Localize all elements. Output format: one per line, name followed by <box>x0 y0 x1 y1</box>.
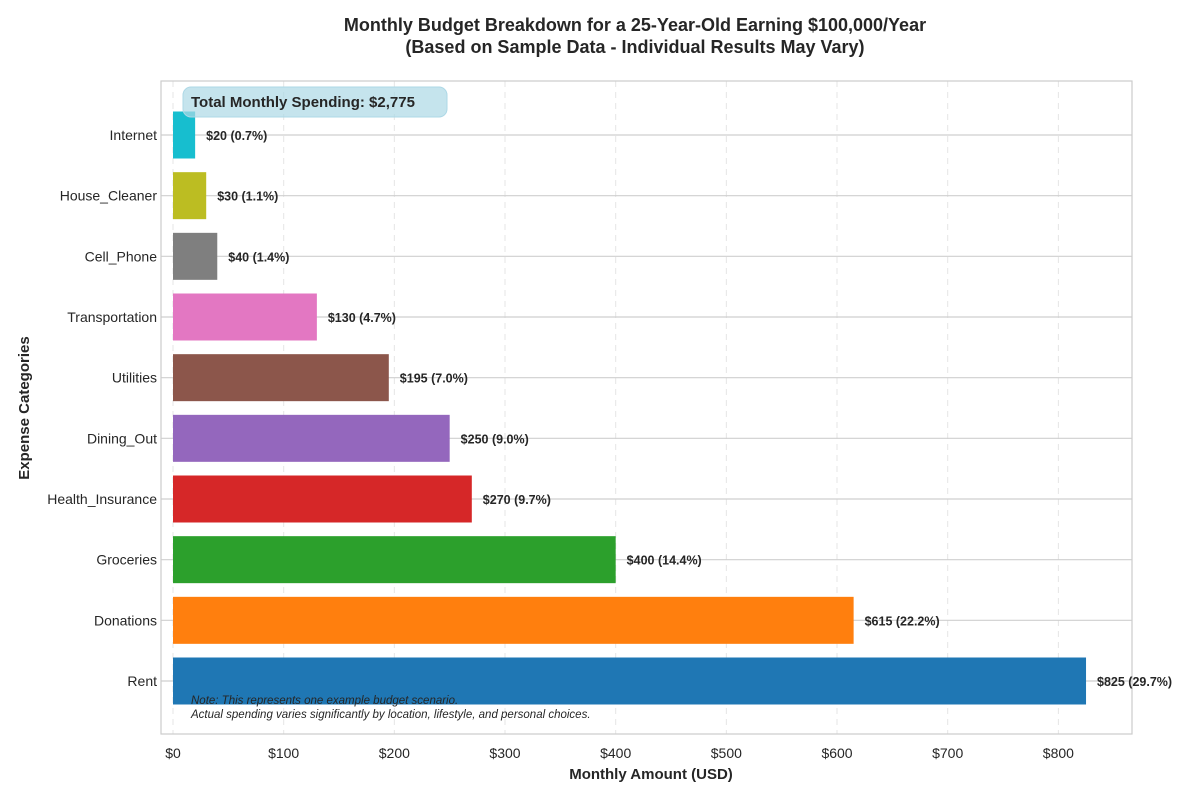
note-line-1: Note: This represents one example budget… <box>191 695 458 707</box>
y-tick-label: Utilities <box>112 370 157 386</box>
bar-dining-out <box>173 414 450 462</box>
total-annotation: Total Monthly Spending: $2,775 <box>182 86 448 118</box>
bar-donations <box>173 596 854 644</box>
x-tick-label: $700 <box>932 745 963 761</box>
bar-health-insurance <box>173 475 472 523</box>
y-tick-label: Rent <box>127 673 157 689</box>
total-annotation-text: Total Monthly Spending: $2,775 <box>191 94 415 111</box>
y-tick-label: Cell_Phone <box>85 248 158 264</box>
data-label: $40 (1.4%) <box>228 250 289 264</box>
chart-title: Monthly Budget Breakdown for a 25-Year-O… <box>343 15 927 35</box>
data-label: $30 (1.1%) <box>217 190 278 204</box>
data-label: $130 (4.7%) <box>328 311 396 325</box>
bar-utilities <box>173 354 389 402</box>
chart-subtitle: (Based on Sample Data - Individual Resul… <box>405 37 865 57</box>
note-line-2: Actual spending varies significantly by … <box>190 709 591 721</box>
bar-house-cleaner <box>173 172 207 220</box>
x-tick-label: $400 <box>600 745 631 761</box>
y-axis-label: Expense Categories <box>16 336 33 479</box>
data-label: $195 (7.0%) <box>400 372 468 386</box>
x-tick-label: $600 <box>821 745 852 761</box>
x-axis-label: Monthly Amount (USD) <box>569 766 733 783</box>
data-label: $270 (9.7%) <box>483 493 551 507</box>
bar-transportation <box>173 293 317 341</box>
bar-groceries <box>173 536 616 584</box>
data-label: $400 (14.4%) <box>627 554 702 568</box>
axis-ticks: Rent Donations Groceries Health_Insurance Di… <box>47 127 1074 761</box>
x-tick-label: $300 <box>489 745 520 761</box>
bar-internet <box>173 111 196 159</box>
data-label: $615 (22.2%) <box>865 614 940 628</box>
x-tick-label: $0 <box>165 745 181 761</box>
x-tick-label: $800 <box>1043 745 1074 761</box>
x-tick-label: $500 <box>711 745 742 761</box>
y-tick-label: Health_Insurance <box>47 491 157 507</box>
y-tick-label: Dining_Out <box>87 430 157 446</box>
data-label: $250 (9.0%) <box>461 432 529 446</box>
data-label: $20 (0.7%) <box>206 129 267 143</box>
total-annotation-box <box>182 86 448 118</box>
data-label: $825 (29.7%) <box>1097 675 1172 689</box>
x-tick-label: $100 <box>268 745 299 761</box>
y-tick-label: Internet <box>110 127 158 143</box>
bar-rent <box>173 657 1087 705</box>
y-tick-label: House_Cleaner <box>60 188 158 204</box>
bars <box>173 111 1087 705</box>
bar-cell-phone <box>173 232 218 280</box>
y-tick-label: Donations <box>94 612 157 628</box>
plot-frame <box>160 80 1133 735</box>
y-tick-label: Groceries <box>96 552 157 568</box>
x-tick-label: $200 <box>379 745 410 761</box>
data-labels: $825 (29.7%) $615 (22.2%) $400 (14.4%) $270… <box>206 129 1172 689</box>
y-tick-label: Transportation <box>67 309 157 325</box>
